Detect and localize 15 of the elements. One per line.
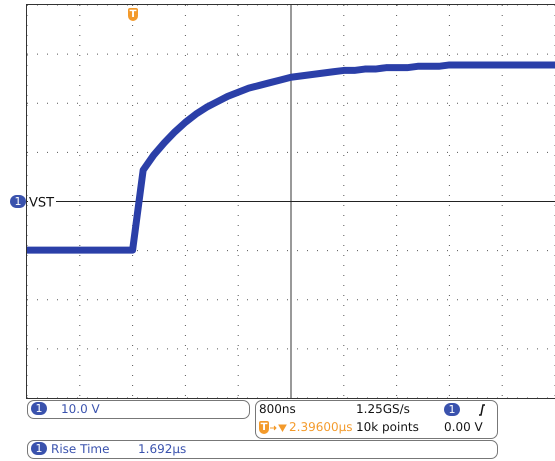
text: 800ns (259, 402, 296, 416)
text: Rise Time (51, 442, 110, 456)
channel-badge: 1 (10, 194, 26, 208)
text: 1.692µs (138, 442, 186, 456)
text: 10k points (356, 420, 419, 434)
text: 1.25GS/s (356, 402, 410, 416)
text: 2.39600µs (289, 420, 353, 434)
channel-badge: 1 (444, 403, 460, 416)
channel-badge: 1 (31, 402, 47, 415)
text: 10.0 V (61, 402, 100, 416)
trigger-badge: T (128, 8, 138, 21)
channel-badge: 1 (31, 442, 47, 455)
trigger-badge: T (259, 421, 269, 434)
ref-line-label: VST (29, 196, 54, 210)
text: 0.00 V (444, 420, 483, 434)
